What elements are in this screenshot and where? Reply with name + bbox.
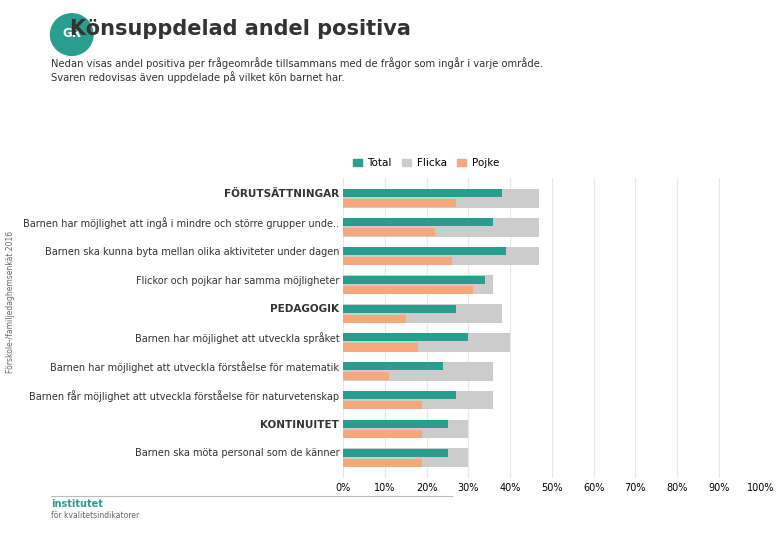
Bar: [343, 362, 443, 370]
Bar: [343, 190, 502, 197]
Bar: [343, 448, 468, 467]
Text: Barnen får möjlighet att utveckla förståelse för naturvetenskap: Barnen får möjlighet att utveckla förstå…: [29, 390, 339, 402]
Bar: [343, 218, 494, 226]
Bar: [343, 305, 456, 313]
Bar: [343, 315, 406, 323]
Text: Barnen ska möta personal som de känner: Barnen ska möta personal som de känner: [135, 448, 339, 458]
Bar: [343, 362, 494, 381]
Text: Nedan visas andel positiva per frågeområde tillsammans med de frågor som ingår i: Nedan visas andel positiva per frågeområ…: [51, 57, 543, 69]
Bar: [343, 286, 473, 294]
Bar: [343, 275, 494, 294]
Text: Barnen har möjlighet att utveckla språket: Barnen har möjlighet att utveckla språke…: [135, 332, 339, 344]
Text: KONTINUITET: KONTINUITET: [261, 420, 339, 430]
Text: Förskole-/familjedaghemsenkät 2016: Förskole-/familjedaghemsenkät 2016: [6, 231, 16, 374]
Bar: [343, 257, 452, 265]
Text: Flickor och pojkar har samma möjligheter: Flickor och pojkar har samma möjligheter: [136, 275, 339, 286]
Bar: [343, 247, 539, 265]
Bar: [343, 391, 494, 409]
Text: Barnen har möjlighet att utveckla förståelse för matematik: Barnen har möjlighet att utveckla förstå…: [50, 361, 339, 373]
Bar: [343, 276, 485, 284]
Text: Barnen har möjlighet att ingå i mindre och större grupper unde..: Barnen har möjlighet att ingå i mindre o…: [23, 217, 339, 229]
Bar: [343, 449, 448, 457]
Bar: [343, 343, 418, 352]
Bar: [343, 459, 423, 467]
Bar: [343, 372, 389, 380]
Text: Könsuppdelad andel positiva: Könsuppdelad andel positiva: [70, 19, 411, 39]
Bar: [343, 333, 468, 341]
Text: PEDAGOGIK: PEDAGOGIK: [271, 305, 339, 314]
Bar: [343, 247, 506, 255]
Text: för kvalitetsindikatorer: för kvalitetsindikatorer: [51, 511, 139, 521]
Bar: [343, 199, 456, 207]
Text: GR: GR: [62, 27, 81, 40]
Bar: [343, 228, 435, 237]
Text: FÖRUTSÄTTNINGAR: FÖRUTSÄTTNINGAR: [224, 189, 339, 199]
Bar: [343, 218, 539, 237]
Bar: [343, 305, 502, 323]
Bar: [343, 333, 510, 352]
Bar: [343, 420, 448, 428]
Bar: [343, 430, 423, 438]
Bar: [343, 420, 468, 438]
Legend: Total, Flicka, Pojke: Total, Flicka, Pojke: [349, 154, 503, 172]
Bar: [343, 189, 539, 208]
Text: Barnen ska kunna byta mellan olika aktiviteter under dagen: Barnen ska kunna byta mellan olika aktiv…: [44, 247, 339, 256]
Bar: [343, 391, 456, 399]
Circle shape: [51, 14, 93, 56]
Bar: [343, 401, 423, 409]
Text: institutet: institutet: [51, 498, 103, 509]
Text: Svaren redovisas även uppdelade på vilket kön barnet har.: Svaren redovisas även uppdelade på vilke…: [51, 71, 344, 83]
